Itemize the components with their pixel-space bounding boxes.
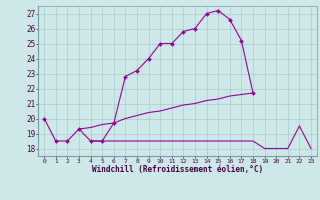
X-axis label: Windchill (Refroidissement éolien,°C): Windchill (Refroidissement éolien,°C) (92, 165, 263, 174)
